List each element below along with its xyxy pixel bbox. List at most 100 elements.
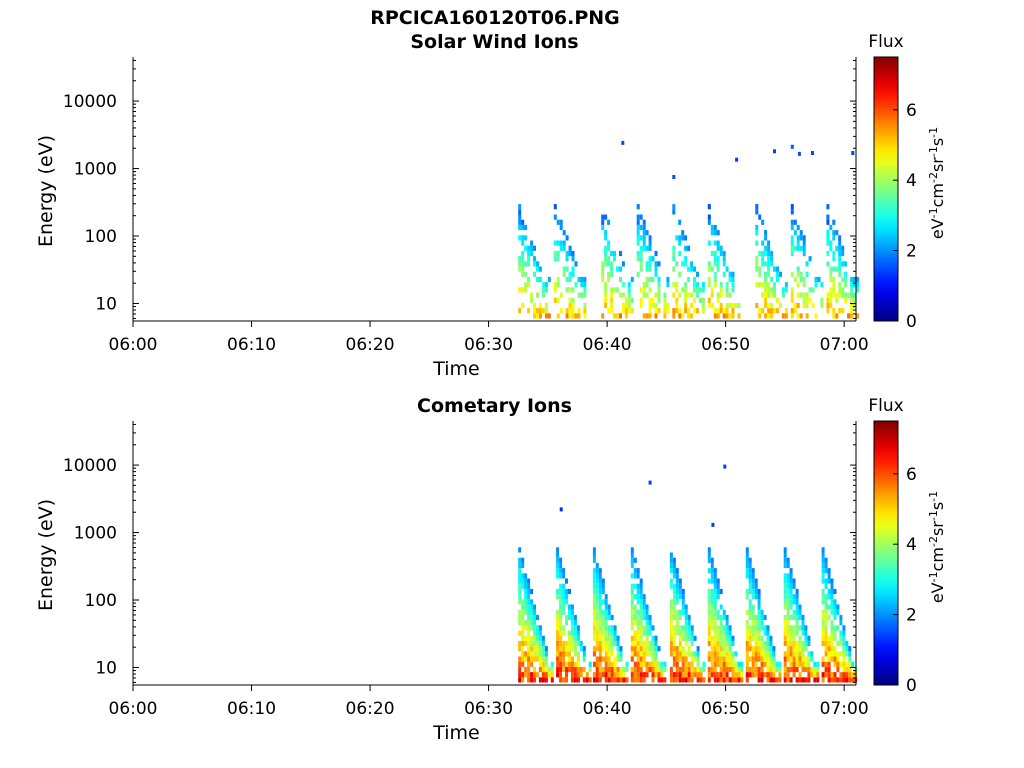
heatmap-cell bbox=[678, 594, 682, 600]
heatmap-cell bbox=[595, 609, 599, 615]
heatmap-cell bbox=[610, 630, 614, 636]
heatmap-cell bbox=[751, 609, 755, 615]
heatmap-cell bbox=[707, 651, 711, 657]
heatmap-cell bbox=[757, 630, 761, 636]
y-tick-label: 1000 bbox=[74, 160, 117, 180]
heatmap-cell bbox=[533, 677, 536, 683]
heatmap-cell bbox=[610, 266, 614, 272]
heatmap-cell bbox=[816, 677, 820, 683]
heatmap-cell bbox=[813, 677, 817, 683]
heatmap-cell bbox=[687, 276, 691, 283]
heatmap-cell bbox=[645, 266, 649, 272]
heatmap-cell bbox=[795, 651, 799, 657]
heatmap-cell bbox=[657, 287, 661, 293]
heatmap-cell bbox=[565, 677, 568, 683]
heatmap-cell bbox=[830, 635, 834, 641]
heatmap-cell bbox=[810, 651, 814, 657]
heatmap-cell bbox=[541, 282, 545, 288]
heatmap-cell bbox=[802, 282, 806, 288]
heatmap-cell bbox=[842, 640, 846, 647]
heatmap-cell bbox=[639, 620, 643, 626]
heatmap-cell bbox=[789, 625, 793, 631]
heatmap-cell bbox=[601, 666, 605, 673]
heatmap-cell bbox=[786, 604, 790, 610]
heatmap-cell bbox=[521, 635, 525, 641]
heatmap-cell bbox=[651, 666, 655, 673]
heatmap-cell bbox=[824, 599, 828, 605]
heatmap-cell bbox=[829, 245, 833, 251]
heatmap-point bbox=[797, 151, 801, 156]
heatmap-cell bbox=[521, 256, 525, 262]
heatmap-cell bbox=[604, 614, 608, 621]
heatmap-cell bbox=[524, 583, 528, 589]
heatmap-cell bbox=[795, 599, 799, 605]
heatmap-cell bbox=[766, 625, 770, 631]
heatmap-cell bbox=[690, 630, 694, 636]
heatmap-cell bbox=[582, 677, 586, 683]
heatmap-cell bbox=[636, 230, 640, 236]
heatmap-cell bbox=[687, 672, 691, 678]
heatmap-cell bbox=[757, 651, 761, 657]
heatmap-cell bbox=[527, 594, 531, 600]
heatmap-cell bbox=[716, 630, 720, 636]
heatmap-cell bbox=[767, 250, 771, 257]
heatmap-cell bbox=[559, 224, 563, 231]
heatmap-cell bbox=[764, 297, 768, 303]
heatmap-cell bbox=[710, 625, 714, 631]
heatmap-cell bbox=[604, 302, 608, 309]
heatmap-cell bbox=[544, 651, 548, 657]
heatmap-cell bbox=[604, 235, 608, 241]
heatmap-cell bbox=[639, 250, 643, 257]
heatmap-cell bbox=[745, 568, 749, 574]
heatmap-cell bbox=[745, 666, 749, 673]
heatmap-cell bbox=[675, 578, 679, 584]
heatmap-cell bbox=[755, 266, 759, 272]
heatmap-cell bbox=[657, 646, 661, 652]
heatmap-cell bbox=[565, 588, 568, 595]
heatmap-cell bbox=[669, 646, 673, 652]
heatmap-cell bbox=[845, 640, 849, 647]
heatmap-cell bbox=[530, 635, 534, 641]
heatmap-cell bbox=[672, 646, 676, 652]
heatmap-cell bbox=[826, 219, 830, 225]
heatmap-cell bbox=[716, 677, 720, 683]
heatmap-cell bbox=[766, 646, 770, 652]
heatmap-cell bbox=[795, 614, 799, 621]
heatmap-cell bbox=[576, 651, 580, 657]
heatmap-cell bbox=[642, 625, 646, 631]
heatmap-cell bbox=[767, 271, 771, 277]
heatmap-cell bbox=[571, 308, 575, 314]
heatmap-cell bbox=[633, 677, 637, 683]
heatmap-cell bbox=[636, 256, 640, 262]
heatmap-cell bbox=[786, 583, 790, 589]
x-tick-label: 07:00 bbox=[820, 699, 869, 719]
heatmap-cell bbox=[707, 578, 711, 584]
heatmap-cell bbox=[783, 588, 787, 595]
heatmap-cell bbox=[754, 578, 758, 584]
heatmap-cell bbox=[521, 583, 525, 589]
heatmap-cell bbox=[601, 588, 605, 595]
heatmap-cell bbox=[672, 588, 676, 595]
heatmap-cell bbox=[610, 646, 614, 652]
heatmap-cell bbox=[607, 640, 611, 647]
heatmap-cell bbox=[755, 256, 759, 262]
heatmap-cell bbox=[754, 614, 758, 621]
heatmap-cell bbox=[672, 308, 676, 314]
heatmap-cell bbox=[845, 666, 849, 673]
heatmap-cell bbox=[604, 292, 608, 298]
heatmap-cell bbox=[838, 292, 842, 298]
heatmap-cell bbox=[621, 282, 625, 288]
heatmap-cell bbox=[607, 245, 611, 251]
heatmap-cell bbox=[789, 588, 793, 595]
heatmap-cell bbox=[824, 578, 828, 584]
heatmap-cell bbox=[758, 313, 762, 319]
heatmap-point bbox=[811, 151, 814, 155]
heatmap-cell bbox=[556, 630, 560, 636]
heatmap-cell bbox=[761, 282, 765, 288]
heatmap-cell bbox=[719, 287, 723, 293]
heatmap-cell bbox=[604, 620, 608, 626]
heatmap-cell bbox=[796, 313, 800, 319]
heatmap-cell bbox=[844, 292, 848, 298]
heatmap-cell bbox=[827, 588, 831, 595]
heatmap-cell bbox=[595, 568, 599, 574]
